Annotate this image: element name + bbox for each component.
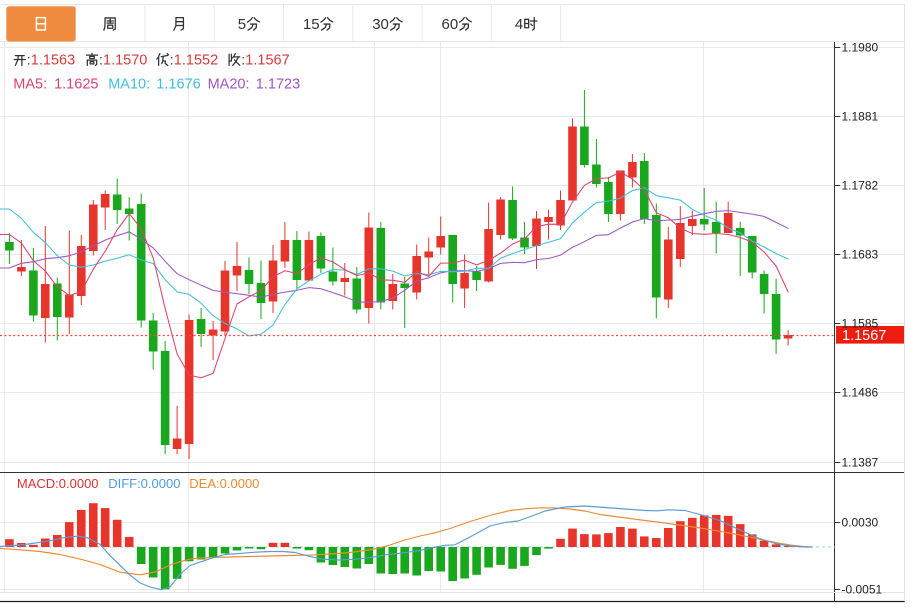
svg-text:1.1980: 1.1980	[842, 41, 879, 55]
svg-text:MA10:: MA10:	[108, 77, 150, 93]
svg-text::: :	[241, 52, 245, 68]
svg-text:30: 30	[372, 16, 389, 33]
svg-text:1.1563: 1.1563	[31, 53, 75, 69]
svg-text:MA5:: MA5:	[13, 77, 47, 93]
svg-text:1.1486: 1.1486	[842, 386, 879, 400]
svg-text:1.1881: 1.1881	[842, 110, 879, 124]
svg-text:1.1782: 1.1782	[842, 179, 879, 193]
svg-text:60: 60	[442, 16, 459, 33]
svg-text:-0.0051: -0.0051	[842, 583, 883, 597]
svg-text::: :	[27, 52, 31, 68]
svg-text:DIFF:0.0000: DIFF:0.0000	[108, 476, 180, 491]
svg-text:15: 15	[303, 16, 320, 33]
svg-text:1.1676: 1.1676	[156, 77, 200, 93]
svg-text:1.1570: 1.1570	[103, 53, 147, 69]
svg-text:1.1683: 1.1683	[842, 248, 879, 262]
svg-text:1.1387: 1.1387	[842, 456, 879, 470]
svg-text:0.0030: 0.0030	[842, 516, 879, 530]
svg-text:1.1567: 1.1567	[842, 328, 886, 344]
svg-text:1.1585: 1.1585	[842, 317, 879, 331]
svg-text:1.1567: 1.1567	[245, 53, 289, 69]
svg-text:MA20:: MA20:	[208, 77, 250, 93]
svg-text::: :	[99, 52, 103, 68]
svg-text:1.1625: 1.1625	[54, 77, 98, 93]
svg-text:MACD:0.0000: MACD:0.0000	[17, 476, 99, 491]
svg-text:1.1552: 1.1552	[174, 53, 218, 69]
svg-text::: :	[170, 52, 174, 68]
svg-text:5: 5	[238, 16, 246, 33]
svg-text:DEA:0.0000: DEA:0.0000	[189, 476, 259, 491]
svg-text:4: 4	[515, 16, 523, 33]
svg-text:1.1723: 1.1723	[256, 77, 300, 93]
